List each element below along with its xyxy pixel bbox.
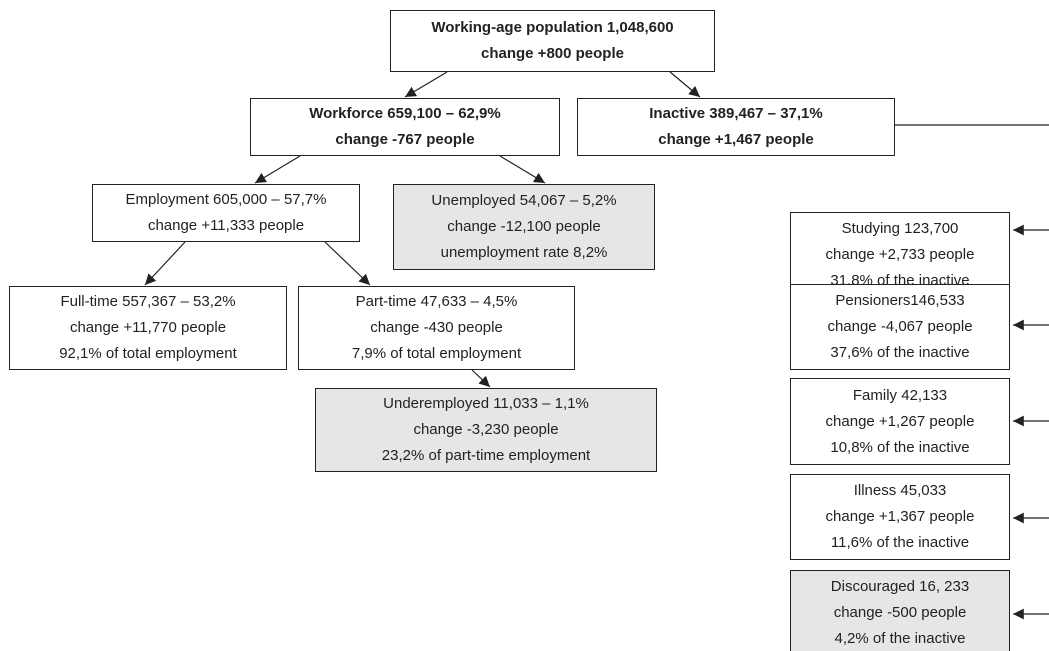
node-text: Full-time 557,367 – 53,2% <box>60 293 236 310</box>
node-text: Underemployed 11,033 – 1,1% <box>383 395 589 412</box>
node-text: change +1,367 people <box>825 508 975 525</box>
node-text: unemployment rate 8,2% <box>440 244 608 261</box>
node-text: change -12,100 people <box>447 218 601 235</box>
arrow <box>144 241 186 286</box>
node-box: Inactive 389,467 – 37,1% change +1,467 pe… <box>577 98 895 156</box>
node-text: Discouraged 16, 233 <box>830 578 970 595</box>
node-text: change +1,267 people <box>825 412 975 430</box>
node-text: 11,6% of the inactive <box>830 534 970 551</box>
node-text: Family 42,133 <box>852 386 948 404</box>
node-text: Employment 605,000 – 57,7% <box>125 191 327 208</box>
node-text: change -767 people <box>335 131 475 148</box>
node-text: 10,8% of the inactive <box>830 438 970 456</box>
node-text: Part-time 47,633 – 4,5% <box>355 293 518 310</box>
node-text: Inactive 389,467 – 37,1% <box>649 105 823 122</box>
node-text: Studying 123,700 <box>841 220 959 237</box>
node-text: change -500 people <box>833 604 967 621</box>
node-box: Family 42,133 change +1,267 people 10,8% o… <box>790 378 1010 465</box>
node-text: Workforce 659,100 – 62,9% <box>309 105 501 122</box>
node-text: Illness 45,033 <box>853 482 947 499</box>
arrow <box>669 71 701 98</box>
node-text: change -4,067 people <box>827 318 973 335</box>
node-box: Illness 45,033 change +1,367 people 11,6% … <box>790 474 1010 560</box>
node-box: Full-time 557,367 – 53,2% change +11,770 … <box>9 286 287 370</box>
arrow <box>324 241 371 286</box>
node-box: Working-age population 1,048,600 change +… <box>390 10 715 72</box>
node-text: Unemployed 54,067 – 5,2% <box>431 192 617 209</box>
node-text: change +2,733 people <box>825 246 975 263</box>
arrow <box>471 369 491 388</box>
node-text: change -430 people <box>370 319 503 336</box>
node-box: Pensioners146,533 change -4,067 people 37,… <box>790 284 1010 370</box>
node-text: change +11,333 people <box>147 217 305 234</box>
arrow <box>404 71 448 98</box>
arrow <box>254 155 301 184</box>
node-text: 7,9% of total employment <box>351 345 522 362</box>
node-text: 37,6% of the inactive <box>830 344 970 361</box>
node-text: 92,1% of total employment <box>59 345 237 362</box>
node-box: Employment 605,000 – 57,7% change +11,333… <box>92 184 360 242</box>
node-box: Workforce 659,100 – 62,9% change -767 peo… <box>250 98 560 156</box>
node-text: 4,2% of the inactive <box>834 630 966 647</box>
node-text: Working-age population 1,048,600 <box>431 19 674 36</box>
node-box: Underemployed 11,033 – 1,1% change -3,230… <box>315 388 657 472</box>
node-box: Discouraged 16, 233 change -500 people 4,2… <box>790 570 1010 651</box>
node-text: change -3,230 people <box>413 421 559 438</box>
node-text: change +1,467 people <box>658 131 814 148</box>
node-box: Unemployed 54,067 – 5,2% change -12,100 p… <box>393 184 655 270</box>
arrow <box>499 155 546 184</box>
node-text: 23,2% of part-time employment <box>381 447 591 464</box>
node-text: Pensioners146,533 <box>835 292 965 309</box>
node-text: change +11,770 people <box>69 319 227 336</box>
node-box: Part-time 47,633 – 4,5% change -430 peopl… <box>298 286 575 370</box>
node-text: change +800 people <box>481 45 624 62</box>
